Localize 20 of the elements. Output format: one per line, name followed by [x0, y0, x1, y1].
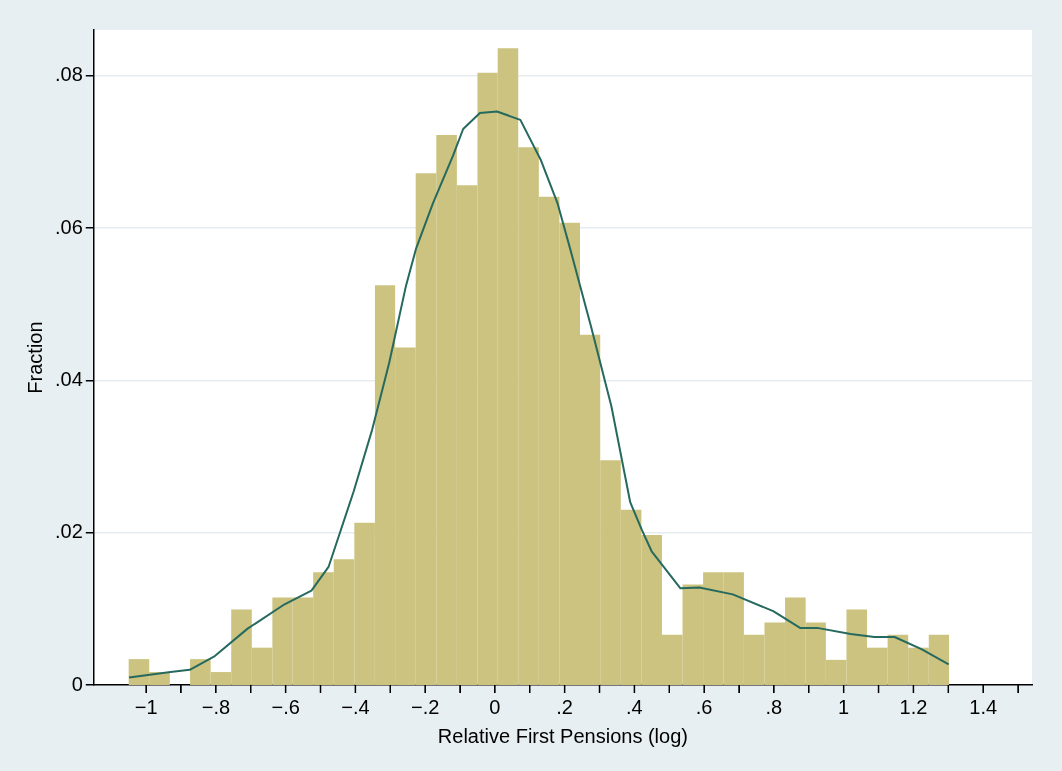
x-axis-title: Relative First Pensions (log) — [437, 724, 688, 747]
x-tick-label: .4 — [626, 695, 643, 718]
x-tick-label: .6 — [695, 695, 713, 718]
y-tick-label: .06 — [54, 215, 83, 238]
x-tick-label: 1.2 — [899, 695, 928, 718]
x-tick-label: .8 — [765, 695, 783, 718]
x-tick-label: −.2 — [410, 695, 440, 718]
x-tick-label: .2 — [556, 695, 573, 718]
y-axis-title: Fraction — [23, 321, 46, 394]
x-tick-label: −1 — [134, 695, 158, 718]
x-tick-label: −.4 — [341, 695, 370, 718]
x-tick-label: −.6 — [271, 695, 300, 718]
x-tick-label: 1.4 — [969, 695, 998, 718]
y-tick-label: .08 — [54, 63, 83, 86]
y-tick-label: 0 — [71, 672, 83, 695]
y-tick-label: .04 — [54, 367, 83, 390]
y-tick-label: .02 — [54, 520, 83, 543]
x-tick-label: 0 — [489, 695, 501, 718]
x-tick-label: 1 — [838, 695, 850, 718]
x-tick-label: −.8 — [201, 695, 231, 718]
